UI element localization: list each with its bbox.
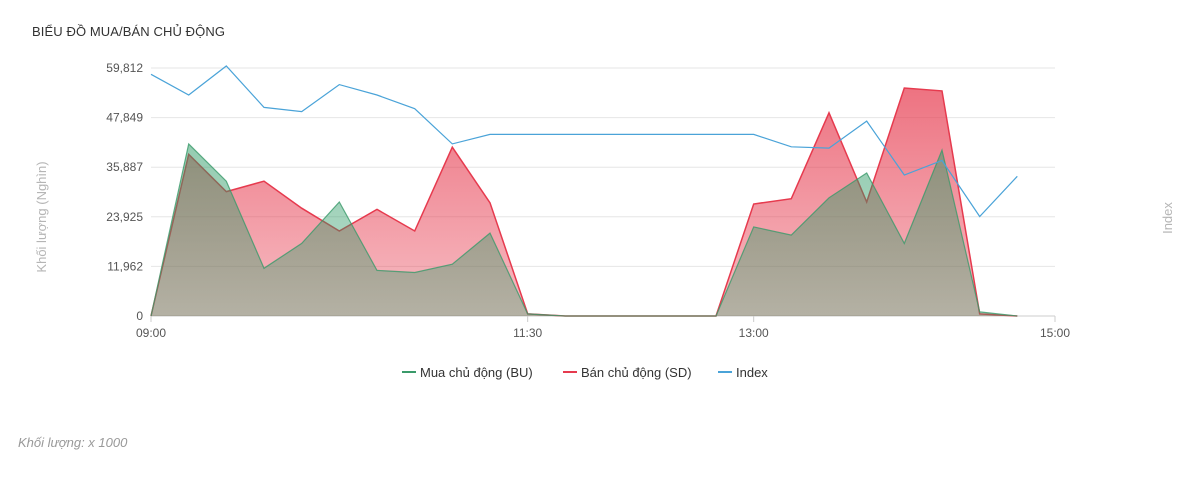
x-tick-label: 13:00 [739, 326, 769, 340]
y-tick-label: 23,925 [106, 210, 143, 224]
bu-area [151, 143, 1018, 316]
x-tick-label: 09:00 [136, 326, 166, 340]
index-line [150, 65, 1018, 218]
y-tick-label: 0 [136, 309, 143, 323]
y-tick-label: 47,849 [106, 111, 143, 125]
chart-title: BIỂU ĐỒ MUA/BÁN CHỦ ĐỘNG [32, 24, 226, 39]
legend-label-sd: Bán chủ động (SD) [581, 365, 692, 380]
volume-unit-note: Khối lượng: x 1000 [18, 435, 128, 450]
bu-line [150, 142, 1018, 317]
x-tick-label: 11:30 [513, 326, 542, 340]
legend-label-bu: Mua chủ động (BU) [420, 365, 533, 380]
y-axis-ticks: 0 11,962 23,925 35,887 47,849 59,812 [106, 61, 143, 323]
x-tick-label: 15:00 [1040, 326, 1070, 340]
legend-label-index: Index [736, 365, 768, 380]
y-tick-label: 35,887 [106, 160, 143, 174]
y-axis-title: Khối lượng (Nghìn) [34, 161, 49, 272]
y-tick-label: 59,812 [106, 61, 143, 75]
x-axis-ticks: 09:00 11:30 13:00 15:00 [136, 316, 1070, 340]
y-tick-label: 11,962 [107, 259, 143, 273]
y2-axis-title: Index [1160, 202, 1175, 234]
legend: Mua chủ động (BU) Bán chủ động (SD) Index [402, 365, 768, 380]
series-layer [150, 65, 1018, 317]
